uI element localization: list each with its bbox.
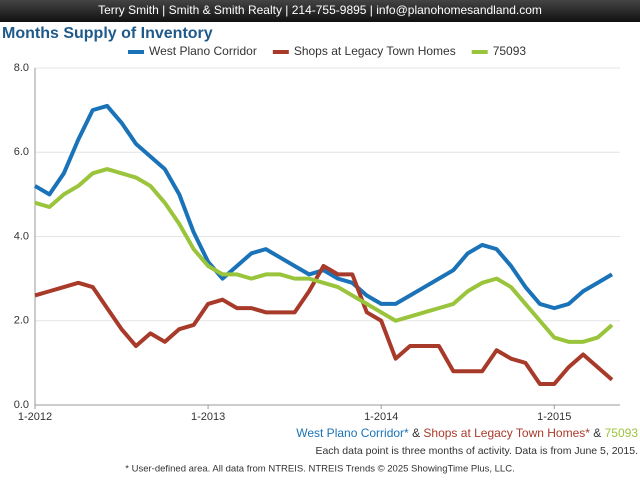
note: Each data point is three months of activ… (315, 445, 638, 457)
bottom-legend-item: & (590, 426, 605, 440)
x-tick-label: 1-2015 (537, 411, 571, 423)
header-text: Terry Smith | Smith & Smith Realty | 214… (98, 3, 542, 17)
series-line (34, 263, 614, 386)
chart-title: Months Supply of Inventory (2, 25, 213, 42)
series-line (34, 167, 614, 344)
x-tick-label: 1-2013 (191, 411, 225, 423)
bottom-legend-item: & (409, 426, 424, 440)
bottom-legend: West Plano Corridor* & Shops at Legacy T… (296, 426, 638, 440)
legend-label: Shops at Legacy Town Homes (294, 44, 456, 58)
y-tick-label: 6.0 (14, 146, 29, 158)
legend-label: West Plano Corridor (149, 44, 257, 58)
series-line (33, 103, 614, 311)
legend-label: 75093 (493, 44, 527, 58)
footnote: * User-defined area. All data from NTREI… (125, 464, 514, 475)
y-tick-label: 4.0 (14, 230, 29, 242)
x-tick-label: 1-2014 (364, 411, 398, 423)
bottom-legend-item: 75093 (605, 426, 639, 440)
bottom-legend-item: West Plano Corridor* (296, 426, 409, 440)
y-tick-label: 2.0 (14, 315, 29, 327)
y-tick-label: 0.0 (14, 399, 29, 411)
header-bar (0, 0, 640, 22)
bottom-legend-item: Shops at Legacy Town Homes* (423, 426, 590, 440)
y-tick-label: 8.0 (14, 62, 29, 74)
x-tick-label: 1-2012 (18, 411, 52, 423)
